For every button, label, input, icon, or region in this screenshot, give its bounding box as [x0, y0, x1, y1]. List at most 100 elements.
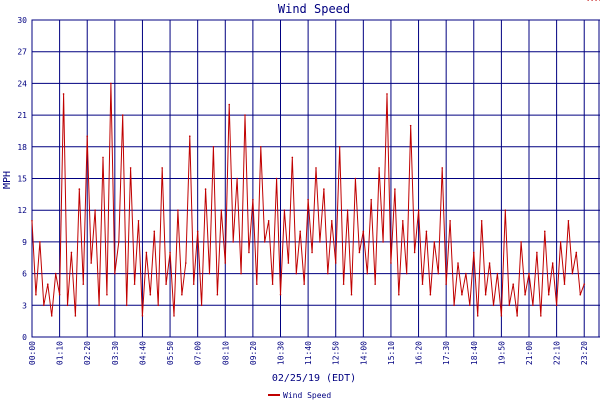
series-layer: [31, 0, 600, 317]
data-point: [303, 283, 305, 285]
data-point: [102, 156, 104, 159]
data-point: [153, 230, 156, 233]
data-point: [563, 283, 566, 285]
y-axis-label: MPH: [2, 171, 13, 189]
data-point: [259, 146, 262, 148]
x-tick-label: 11:40: [304, 341, 313, 365]
data-point: [469, 304, 471, 307]
x-axis-label: 02/25/19 (EDT): [272, 373, 356, 384]
data-point: [398, 293, 400, 296]
data-point: [287, 262, 290, 264]
data-point: [121, 114, 124, 116]
data-point: [165, 283, 167, 285]
data-point: [567, 219, 570, 222]
data-point: [472, 251, 475, 254]
data-point: [149, 293, 152, 296]
y-tick-label: 12: [17, 206, 27, 215]
data-point: [579, 293, 582, 296]
data-point: [133, 283, 136, 285]
data-point: [559, 241, 562, 243]
data-point: [540, 315, 542, 317]
data-point: [386, 93, 388, 95]
legend-label: Wind Speed: [283, 391, 331, 400]
data-point: [358, 251, 361, 254]
data-point: [315, 167, 317, 169]
x-tick-labels: 00:00 01:10 02:20 03:30 04:40 05:50 07:00 08:10…: [28, 341, 589, 365]
data-point: [299, 230, 302, 233]
data-point: [74, 315, 77, 317]
data-point: [129, 167, 132, 169]
data-point: [248, 251, 250, 254]
data-point: [66, 304, 69, 307]
data-point: [62, 93, 65, 95]
data-point: [256, 283, 258, 285]
x-tick-label: 18:40: [470, 341, 479, 365]
data-point: [145, 251, 148, 254]
x-tick-label: 17:30: [442, 341, 451, 365]
data-point: [528, 272, 530, 275]
data-point: [98, 304, 100, 307]
data-point: [338, 146, 341, 148]
x-tick-label: 08:10: [221, 341, 230, 365]
data-point: [413, 251, 416, 254]
data-point: [311, 251, 313, 254]
data-point: [90, 262, 92, 264]
data-point: [252, 198, 254, 201]
data-point: [169, 251, 171, 254]
data-point: [445, 283, 447, 285]
legend: Wind Speed: [268, 391, 331, 400]
x-tick-label: 09:20: [249, 341, 258, 365]
data-point: [370, 198, 373, 201]
y-tick-label: 9: [22, 238, 27, 247]
data-point: [362, 230, 365, 233]
data-point: [283, 209, 286, 211]
x-tick-label: 16:20: [415, 341, 424, 365]
data-point: [350, 293, 353, 296]
data-point: [591, 0, 593, 1]
data-point: [551, 262, 554, 264]
y-tick-label: 30: [17, 16, 27, 25]
data-point: [185, 262, 187, 264]
data-point: [279, 293, 282, 296]
data-point: [275, 177, 278, 180]
data-point: [555, 304, 558, 307]
data-point: [425, 230, 428, 233]
data-point: [496, 272, 499, 275]
data-point: [125, 304, 128, 307]
data-point: [82, 283, 85, 285]
data-point: [504, 209, 507, 211]
data-point: [342, 283, 345, 285]
y-tick-label: 27: [17, 48, 27, 57]
data-point: [390, 262, 392, 264]
x-tick-label: 01:10: [56, 341, 65, 365]
data-point: [196, 230, 199, 233]
data-point: [421, 283, 424, 285]
data-point: [228, 103, 231, 106]
data-point: [520, 241, 522, 243]
data-point: [204, 188, 207, 190]
data-point: [453, 304, 455, 307]
data-point: [587, 0, 589, 1]
data-point: [382, 241, 384, 243]
data-point: [449, 219, 451, 222]
data-point: [86, 135, 89, 138]
data-point: [409, 124, 412, 127]
data-point: [141, 315, 144, 317]
data-point: [433, 241, 436, 243]
data-point: [94, 209, 96, 211]
data-point: [323, 188, 325, 190]
data-point: [224, 262, 227, 264]
data-point: [43, 304, 45, 307]
plot-border: [31, 19, 600, 338]
data-point: [512, 283, 515, 285]
data-point: [70, 251, 73, 254]
data-point: [200, 304, 203, 307]
chart-title: Wind Speed: [278, 2, 350, 16]
data-point: [46, 283, 49, 285]
data-point: [543, 230, 546, 233]
data-point: [401, 219, 404, 222]
x-tick-label: 05:50: [166, 341, 175, 365]
data-point: [161, 167, 163, 169]
data-point: [216, 293, 219, 296]
x-tick-label: 22:10: [553, 341, 562, 365]
